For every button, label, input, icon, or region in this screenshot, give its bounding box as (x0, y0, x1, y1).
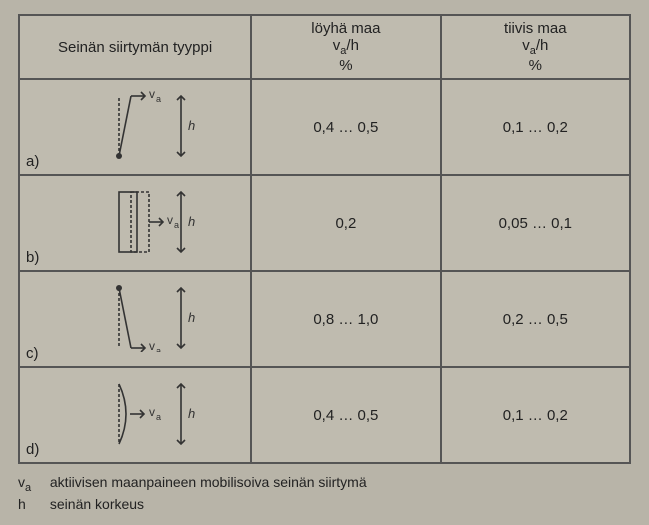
svg-text:a: a (156, 94, 161, 104)
wall-diagram: v a h (89, 90, 209, 164)
header-loose-ratio: va/h (258, 37, 433, 57)
row-label: c) (26, 345, 39, 362)
header-loose-label: löyhä maa (258, 20, 433, 37)
wall-diagram: v a h (89, 186, 209, 260)
svg-text:h: h (188, 118, 195, 133)
row-label: a) (26, 153, 39, 170)
cell-dense: 0,1 … 0,2 (441, 367, 630, 463)
cell-loose: 0,4 … 0,5 (251, 367, 440, 463)
footnote-va-sym: va (18, 474, 46, 496)
footnote-va-label: aktiivisen maanpaineen mobilisoiva seinä… (50, 474, 367, 490)
cell-loose: 0,8 … 1,0 (251, 271, 440, 367)
svg-text:a: a (156, 412, 161, 422)
cell-loose: 0,4 … 0,5 (251, 79, 440, 175)
cell-dense: 0,05 … 0,1 (441, 175, 630, 271)
header-dense-label: tiivis maa (448, 20, 623, 37)
page-root: Seinän siirtymän tyyppi löyhä maa va/h %… (0, 0, 649, 525)
header-dense-ratio: va/h (448, 37, 623, 57)
footnote-va: va aktiivisen maanpaineen mobilisoiva se… (18, 474, 631, 496)
header-loose-pct: % (258, 57, 433, 74)
svg-text:v: v (167, 213, 173, 227)
svg-text:a: a (174, 220, 179, 230)
header-dense: tiivis maa va/h % (441, 15, 630, 79)
wall-diagram-svg: v a h (89, 90, 209, 160)
cell-dense: 0,2 … 0,5 (441, 271, 630, 367)
svg-text:v: v (149, 339, 155, 352)
table-row: a) v a h 0,4 … 0,5 0,1 … 0,2 (19, 79, 630, 175)
table-row: c) v a h 0,8 … 1,0 0,2 … 0,5 (19, 271, 630, 367)
svg-text:h: h (188, 406, 195, 421)
cell-type: c) v a h (19, 271, 251, 367)
header-type-label: Seinän siirtymän tyyppi (58, 39, 212, 56)
table-body: a) v a h 0,4 … 0,5 0,1 … 0,2 b) v a (19, 79, 630, 463)
header-row: Seinän siirtymän tyyppi löyhä maa va/h %… (19, 15, 630, 79)
svg-text:h: h (188, 214, 195, 229)
main-table: Seinän siirtymän tyyppi löyhä maa va/h %… (18, 14, 631, 464)
header-dense-pct: % (448, 57, 623, 74)
svg-text:v: v (149, 405, 155, 419)
wall-diagram: v a h (89, 378, 209, 452)
footnote-h-sym: h (18, 496, 46, 514)
cell-type: a) v a h (19, 79, 251, 175)
footnote-h: h seinän korkeus (18, 496, 631, 514)
wall-diagram-svg: v a h (89, 378, 209, 448)
svg-text:a: a (156, 346, 161, 352)
svg-text:h: h (188, 310, 195, 325)
footnote-h-label: seinän korkeus (50, 496, 144, 512)
row-label: d) (26, 441, 39, 458)
cell-loose: 0,2 (251, 175, 440, 271)
cell-dense: 0,1 … 0,2 (441, 79, 630, 175)
cell-type: b) v a h (19, 175, 251, 271)
header-loose: löyhä maa va/h % (251, 15, 440, 79)
wall-diagram-svg: v a h (89, 282, 209, 352)
footnotes: va aktiivisen maanpaineen mobilisoiva se… (18, 474, 631, 513)
header-type: Seinän siirtymän tyyppi (19, 15, 251, 79)
svg-text:v: v (149, 90, 155, 101)
wall-diagram-svg: v a h (89, 186, 209, 256)
table-row: d) v a h 0,4 … 0,5 0,1 … 0,2 (19, 367, 630, 463)
cell-type: d) v a h (19, 367, 251, 463)
table-row: b) v a h 0,2 0,05 … 0,1 (19, 175, 630, 271)
row-label: b) (26, 249, 39, 266)
wall-diagram: v a h (89, 282, 209, 356)
